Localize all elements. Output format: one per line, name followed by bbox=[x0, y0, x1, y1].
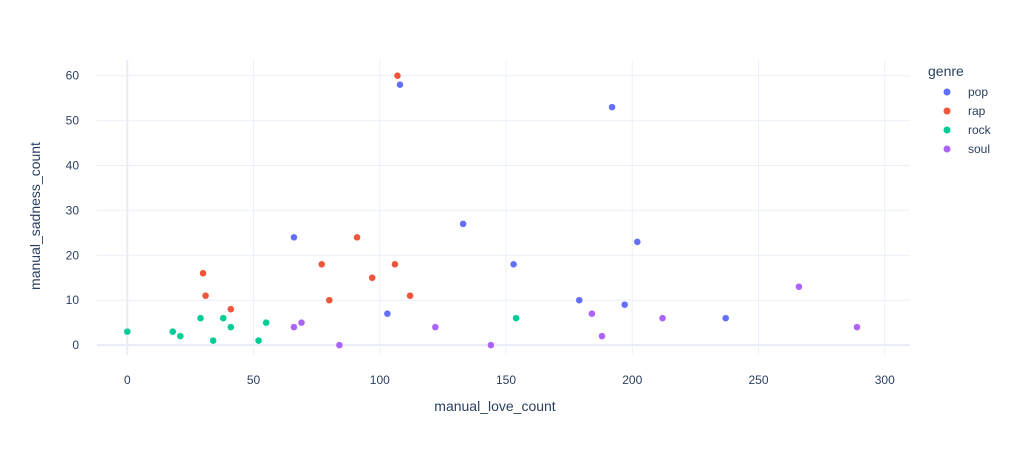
data-point-soul bbox=[297, 318, 306, 327]
x-tick-label: 50 bbox=[247, 373, 261, 387]
legend-title: genre bbox=[928, 63, 964, 79]
legend-label: soul bbox=[968, 142, 990, 156]
data-point-rap bbox=[317, 260, 326, 269]
data-point-pop bbox=[509, 260, 518, 269]
data-point-soul bbox=[431, 323, 440, 331]
data-point-soul bbox=[487, 341, 495, 349]
data-point-pop bbox=[608, 103, 616, 111]
y-tick-label: 10 bbox=[66, 293, 80, 307]
legend-item-soul[interactable]: soul bbox=[943, 142, 991, 156]
data-point-pop bbox=[620, 300, 629, 309]
y-tick-label: 0 bbox=[72, 338, 79, 352]
data-point-pop bbox=[396, 80, 404, 89]
data-point-rock bbox=[262, 318, 270, 327]
x-tick-label: 300 bbox=[875, 373, 895, 387]
data-point-rock bbox=[209, 336, 217, 345]
zero-lines bbox=[97, 60, 910, 355]
data-point-pop bbox=[459, 220, 467, 228]
x-tick-label: 200 bbox=[622, 373, 642, 387]
data-point-rap bbox=[325, 296, 334, 304]
legend-marker bbox=[943, 145, 951, 153]
data-point-rap bbox=[201, 291, 210, 300]
data-point-rock bbox=[176, 332, 185, 340]
data-point-soul bbox=[853, 323, 861, 331]
legend-marker bbox=[943, 107, 951, 115]
data-point-pop bbox=[721, 314, 730, 322]
data-point-soul bbox=[598, 332, 606, 340]
x-tick-label: 0 bbox=[124, 373, 131, 387]
data-point-rap bbox=[353, 233, 361, 242]
data-point-rap bbox=[391, 260, 399, 269]
data-point-rock bbox=[254, 336, 263, 345]
y-tick-labels: 0 10 20 30 40 50 60 bbox=[66, 69, 80, 352]
data-point-rock bbox=[168, 327, 177, 336]
y-tick-label: 60 bbox=[66, 69, 80, 83]
legend-marker bbox=[943, 88, 951, 96]
data-point-rap bbox=[406, 291, 414, 300]
y-gridlines bbox=[97, 75, 910, 301]
data-point-soul bbox=[795, 283, 803, 291]
data-point-pop bbox=[383, 309, 392, 318]
data-point-rap bbox=[393, 71, 402, 80]
x-tick-label: 150 bbox=[496, 373, 516, 387]
legend-label: pop bbox=[968, 85, 988, 99]
series-rock bbox=[123, 314, 520, 345]
x-tick-label: 100 bbox=[370, 373, 390, 387]
legend-item-rap[interactable]: rap bbox=[943, 104, 986, 118]
data-point-soul bbox=[290, 323, 298, 331]
y-tick-label: 30 bbox=[66, 203, 80, 217]
data-point-pop bbox=[575, 296, 583, 304]
series-soul bbox=[290, 283, 861, 349]
legend[interactable]: genre pop rap rock soul bbox=[928, 63, 992, 156]
data-point-rock bbox=[227, 323, 235, 331]
legend-label: rap bbox=[968, 104, 986, 118]
x-gridlines bbox=[253, 60, 886, 355]
data-point-pop bbox=[290, 233, 298, 242]
legend-items[interactable]: pop rap rock soul bbox=[943, 85, 992, 156]
series-rap bbox=[199, 71, 414, 313]
series-pop bbox=[290, 80, 730, 322]
y-tick-label: 40 bbox=[66, 159, 80, 173]
x-axis-title: manual_love_count bbox=[434, 398, 556, 414]
data-point-rock bbox=[512, 314, 520, 322]
y-tick-label: 20 bbox=[66, 248, 80, 262]
data-point-rap bbox=[199, 269, 207, 278]
data-point-rock bbox=[196, 314, 205, 322]
data-point-soul bbox=[335, 341, 344, 349]
x-tick-labels: 0 50 100 150 200 250 300 bbox=[124, 373, 895, 387]
data-point-rock bbox=[123, 327, 132, 336]
data-point-rap bbox=[368, 274, 376, 282]
legend-label: rock bbox=[968, 123, 992, 137]
x-tick-label: 250 bbox=[748, 373, 768, 387]
data-point-soul bbox=[588, 309, 596, 318]
data-point-rock bbox=[219, 314, 227, 322]
plot-area bbox=[97, 60, 910, 355]
data-point-rap bbox=[227, 305, 235, 313]
legend-marker bbox=[943, 126, 951, 134]
data-point-soul bbox=[658, 314, 667, 322]
data-point-pop bbox=[633, 238, 642, 246]
y-tick-label: 50 bbox=[66, 114, 80, 128]
legend-item-rock[interactable]: rock bbox=[943, 123, 992, 137]
data-points bbox=[123, 71, 861, 349]
y-axis-title: manual_sadness_count bbox=[27, 142, 43, 290]
legend-item-pop[interactable]: pop bbox=[943, 85, 989, 99]
